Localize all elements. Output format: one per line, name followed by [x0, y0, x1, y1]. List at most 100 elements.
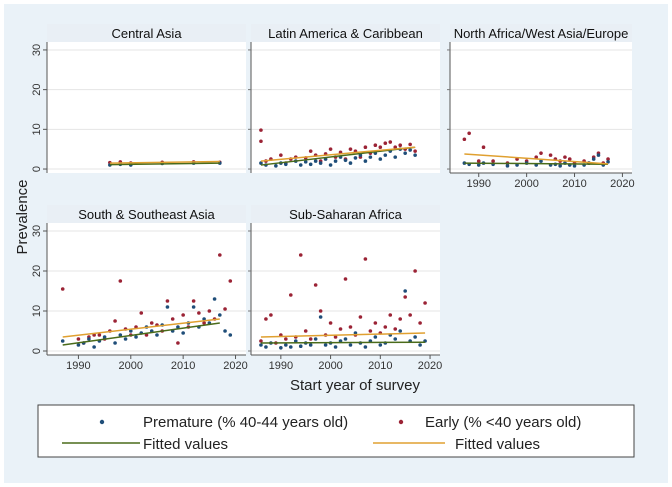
point-early	[259, 339, 263, 343]
panels-layer: Central Asia 0 10 20 30 Latin America & Carib…	[31, 24, 635, 372]
point-early	[567, 157, 572, 161]
panel-title: North Africa/West Asia/Europe	[454, 26, 629, 41]
point-early	[383, 141, 388, 146]
point-early	[363, 257, 368, 261]
fit-line-early	[62, 318, 220, 338]
point-premature	[279, 346, 283, 350]
point-premature	[274, 164, 278, 168]
point-early	[279, 153, 283, 157]
point-premature	[293, 339, 298, 343]
point-early	[388, 140, 393, 144]
x-tick-label: 1990	[269, 360, 293, 372]
point-early	[118, 279, 123, 283]
point-premature	[476, 163, 481, 167]
panel-header	[251, 24, 440, 42]
point-early	[393, 327, 398, 331]
point-premature	[591, 157, 596, 161]
fit-line-early	[464, 153, 609, 165]
point-premature	[264, 345, 268, 349]
point-premature	[343, 158, 348, 163]
plot-area	[450, 42, 632, 173]
fit-line-early	[109, 160, 220, 164]
point-early	[343, 277, 348, 281]
point-premature	[313, 159, 318, 163]
point-premature	[284, 162, 288, 167]
point-premature	[284, 343, 288, 347]
point-early	[308, 337, 313, 341]
point-premature	[318, 161, 323, 165]
point-early	[338, 327, 343, 331]
point-premature	[393, 155, 398, 159]
point-premature	[191, 305, 196, 309]
point-early	[149, 321, 154, 325]
point-premature	[60, 339, 65, 343]
point-early	[328, 321, 333, 325]
x-tick-label: 2000	[119, 360, 143, 372]
point-early	[264, 317, 268, 321]
y-tick-label: 0	[31, 166, 43, 172]
fit-line-premature	[62, 322, 220, 346]
legend-label-fit-premature: Fitted values	[143, 436, 228, 453]
panel-title: South & Southeast Asia	[78, 207, 215, 222]
point-premature	[87, 337, 91, 341]
fit-line-premature	[260, 341, 426, 344]
point-early	[170, 317, 175, 321]
point-early	[348, 325, 353, 329]
point-premature	[298, 344, 303, 349]
point-premature	[343, 337, 348, 341]
point-early	[259, 139, 263, 144]
point-early	[165, 299, 170, 303]
point-early	[534, 155, 539, 159]
point-early	[462, 137, 467, 142]
point-premature	[572, 164, 577, 168]
point-premature	[259, 343, 263, 347]
fit-line-early	[260, 332, 426, 338]
point-early	[97, 333, 102, 337]
point-early	[413, 269, 417, 273]
point-early	[191, 299, 196, 303]
point-premature	[413, 335, 417, 339]
point-early	[467, 131, 471, 136]
point-early	[423, 301, 427, 305]
point-early	[388, 313, 393, 317]
point-premature	[348, 343, 353, 347]
fit-line-premature	[464, 162, 609, 166]
point-premature	[373, 335, 378, 339]
point-premature	[378, 157, 383, 161]
point-early	[403, 295, 407, 299]
plot-area	[47, 42, 246, 173]
panel-header	[47, 24, 246, 42]
point-premature	[403, 151, 407, 155]
fit-line-early	[260, 146, 416, 162]
point-early	[378, 145, 383, 149]
legend-box	[37, 404, 635, 458]
point-early	[181, 313, 185, 317]
point-premature	[383, 153, 388, 157]
point-early	[288, 293, 293, 297]
point-early	[373, 321, 378, 325]
point-premature	[308, 343, 313, 347]
point-early	[318, 309, 323, 313]
x-tick-label: 2000	[318, 360, 342, 372]
legend-label-fit-early: Fitted values	[455, 436, 540, 453]
x-tick-label: 2010	[171, 360, 195, 372]
point-premature	[288, 345, 293, 349]
point-early	[202, 321, 206, 325]
point-premature	[398, 329, 403, 333]
y-tick-label: 20	[31, 265, 43, 277]
panel-4: Sub-Saharan Africa 1990 2000 2010 2020	[248, 205, 442, 372]
y-axis-title: Prevalence	[14, 179, 31, 254]
point-early	[259, 128, 263, 132]
point-premature	[413, 153, 417, 157]
panel-title: Sub-Saharan Africa	[289, 207, 403, 222]
point-premature	[596, 153, 601, 157]
y-tick-label: 30	[31, 44, 43, 56]
point-premature	[539, 159, 543, 163]
point-premature	[353, 331, 358, 335]
x-tick-label: 2000	[514, 178, 538, 190]
point-premature	[181, 331, 185, 335]
point-early	[563, 155, 567, 159]
point-premature	[113, 341, 117, 345]
point-premature	[165, 305, 170, 309]
y-tick-label: 30	[31, 225, 43, 237]
